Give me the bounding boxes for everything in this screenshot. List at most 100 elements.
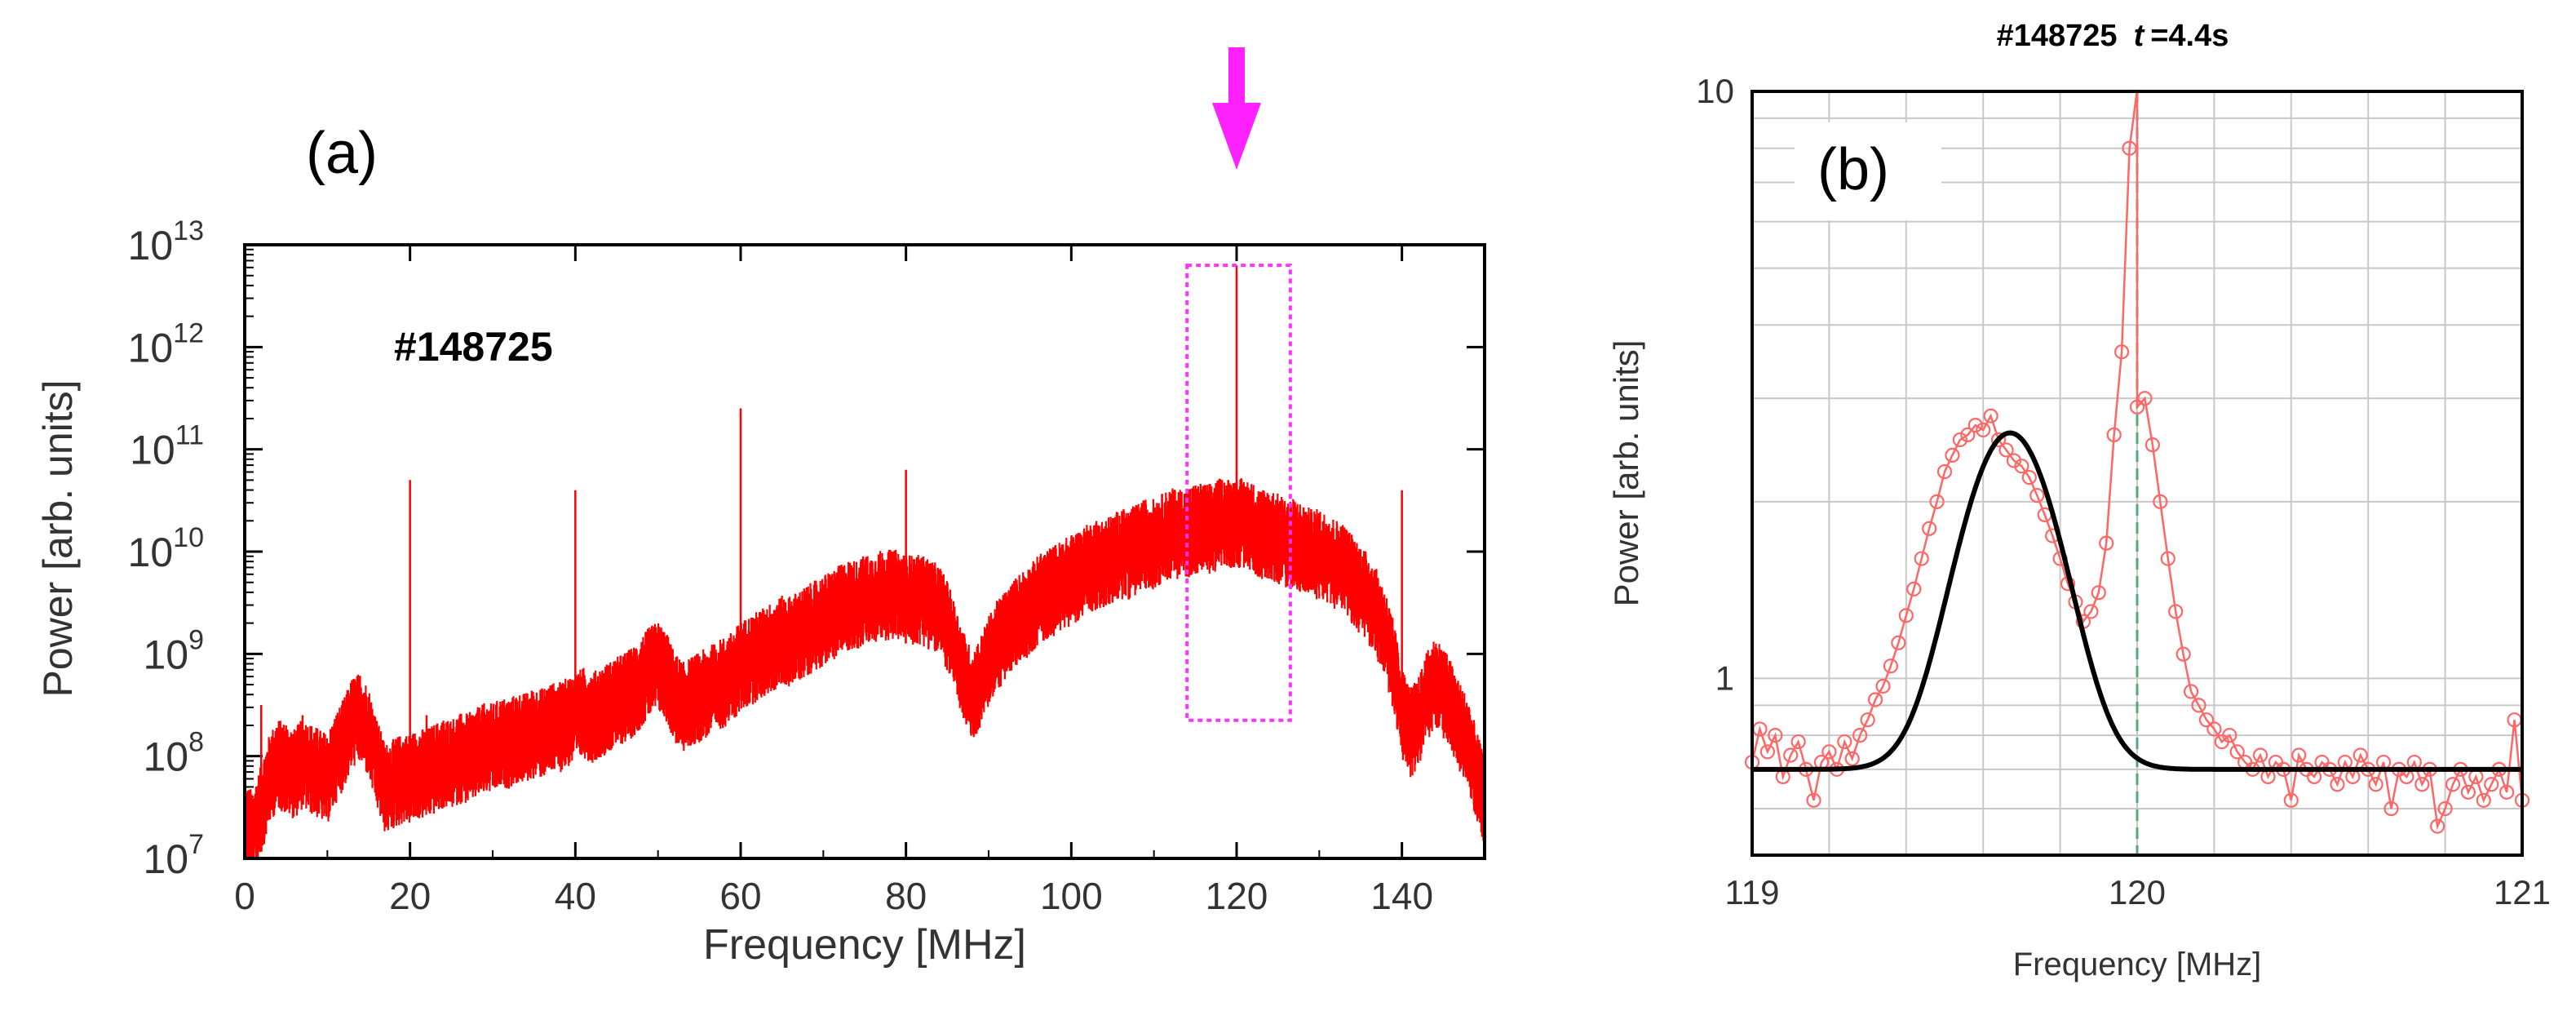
data-point [2114, 344, 2130, 360]
y-tick-label: 1010 [128, 522, 204, 575]
data-point [1790, 734, 1806, 750]
panel-b-y-axis-label: Power [arb. units] [1607, 340, 1645, 607]
y-tick-label: 1011 [130, 420, 204, 473]
arrow-head [1212, 103, 1261, 170]
data-point [2153, 494, 2168, 509]
data-point [2291, 747, 2307, 763]
data-point [1867, 692, 1883, 707]
data-point [1914, 551, 1929, 566]
data-point [2460, 784, 2476, 800]
y-tick-label: 1 [1715, 658, 1734, 697]
data-point [1852, 728, 1868, 743]
data-point [2029, 488, 2045, 503]
x-tick-label: 100 [1040, 875, 1103, 917]
x-tick-label: 20 [389, 875, 431, 917]
data-point [2191, 698, 2206, 713]
y-tick-base: 10 [143, 632, 188, 677]
x-tick-label: 120 [1206, 875, 1268, 917]
data-point [1860, 712, 1875, 728]
x-tick-label: 121 [2494, 873, 2551, 911]
y-tick-base: 10 [130, 428, 175, 473]
data-point [2083, 604, 2099, 619]
y-tick-exponent: 12 [173, 317, 204, 348]
panel-b-title: #148725 t =4.4s [1997, 19, 2229, 53]
panel-b-x-tick-labels: 119 120 121 [1725, 873, 2552, 911]
data-point [2014, 459, 2029, 474]
data-point [1929, 494, 1945, 509]
data-point [2144, 437, 2160, 453]
data-point [1967, 417, 1983, 433]
gaussian-fit-curve [1752, 430, 2522, 772]
data-point [1898, 608, 1914, 623]
data-point [2476, 792, 2491, 808]
data-point [2006, 453, 2022, 468]
panel-a-spectrum [243, 265, 1486, 858]
y-tick-label: 109 [143, 624, 204, 677]
data-point [1945, 447, 1960, 463]
y-tick-exponent: 13 [173, 215, 204, 246]
title-shot: #148725 [1997, 19, 2118, 53]
panel-a-label: (a) [306, 121, 378, 186]
y-tick-exponent: 8 [188, 727, 204, 758]
y-tick-exponent: 10 [173, 522, 204, 553]
data-point [2198, 712, 2215, 728]
arrow-shaft [1228, 47, 1245, 104]
data-point [2352, 747, 2368, 763]
panel-b-x-axis-label: Frequency [MHz] [2013, 947, 2262, 982]
highlight-arrow [1212, 47, 1261, 170]
y-tick-label: 108 [143, 727, 204, 780]
data-point [2252, 747, 2268, 763]
data-point [2222, 728, 2237, 743]
y-tick-label: 10 [1696, 72, 1734, 110]
shot-number-annotation: #148725 [394, 324, 553, 370]
panel-b-label: (b) [1817, 137, 1889, 202]
data-point [1759, 744, 1775, 760]
data-point [1976, 422, 1991, 438]
data-point [1768, 728, 1783, 743]
data-point [2383, 800, 2399, 817]
data-point [1844, 751, 1860, 766]
data-point [2183, 684, 2199, 699]
y-tick-base: 10 [143, 836, 188, 882]
highlight-box [1185, 264, 1292, 722]
data-point [1837, 734, 1852, 750]
data-point [1875, 678, 1891, 694]
data-point [1960, 427, 1976, 442]
x-tick-label: 140 [1370, 875, 1433, 917]
data-point [2175, 646, 2191, 662]
data-point [1998, 442, 2014, 458]
data-point [1952, 432, 1967, 448]
data-point [1783, 747, 1799, 763]
panel-a-x-tick-labels: 0 20 40 60 80 100 120 140 [234, 875, 1433, 917]
y-tick-base: 10 [128, 325, 174, 370]
data-point [2168, 604, 2184, 619]
x-tick-label: 0 [234, 875, 255, 917]
data-point [2129, 399, 2145, 415]
panel-b: (b) #148725 t =4.4s 119 120 121 1 10 Frequenc… [1607, 19, 2551, 982]
y-tick-label: 1013 [128, 215, 204, 268]
data-point [2021, 469, 2037, 486]
data-point [2122, 140, 2137, 156]
data-point [2330, 777, 2345, 792]
panel-a-y-axis-label: Power [arb. units] [35, 379, 81, 697]
spectrum-trace [243, 478, 1486, 858]
data-point [1983, 408, 1998, 423]
title-time: =4.4s [2150, 19, 2229, 53]
data-point [1906, 581, 1922, 596]
panel-b-plot-frame [1751, 90, 2524, 857]
data-point [1990, 432, 2007, 448]
data-point [2430, 818, 2445, 834]
data-point [1806, 792, 1821, 808]
data-point [2484, 777, 2499, 792]
data-point [2445, 777, 2461, 792]
x-tick-label: 120 [2109, 873, 2166, 911]
data-point [2106, 427, 2122, 442]
data-point [2229, 744, 2245, 760]
x-tick-label: 119 [1725, 873, 1780, 911]
data-point [1891, 635, 1906, 650]
y-tick-label: 107 [143, 829, 204, 882]
panel-a-x-axis-label: Frequency [MHz] [703, 921, 1026, 969]
data-point [1922, 521, 1937, 536]
